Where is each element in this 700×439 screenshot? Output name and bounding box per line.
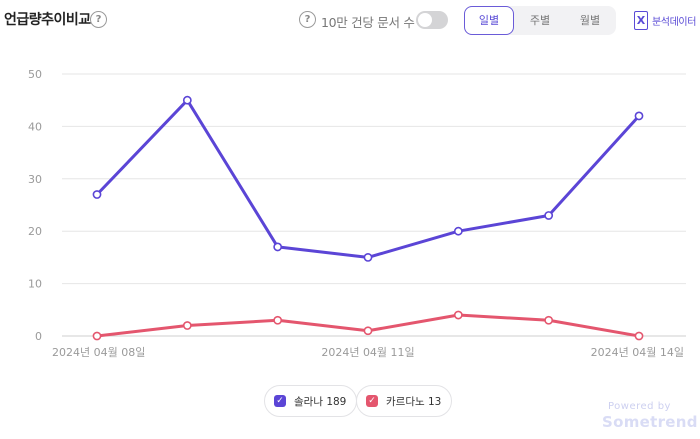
data-point [273, 242, 283, 252]
powered-by-text: Powered by [608, 401, 671, 412]
x-tick-label: 2024년 04월 14일 [591, 345, 684, 359]
y-tick-label: 10 [28, 278, 42, 291]
data-point [544, 315, 554, 325]
y-tick-label: 20 [28, 225, 42, 238]
x-tick-label: 2024년 04월 08일 [52, 345, 145, 359]
period-selector: 일별 주별 월별 [464, 6, 616, 35]
legend-label: 카르다노 13 [386, 395, 442, 408]
data-point [634, 111, 644, 121]
brand-logo: Sometrend [602, 413, 698, 431]
help-icon[interactable]: ? [90, 11, 107, 28]
y-tick-label: 40 [28, 120, 42, 133]
checkbox-checked-icon: ✓ [366, 395, 378, 407]
export-data-button[interactable]: X 분석데이터 [634, 9, 696, 31]
tab-monthly[interactable]: 월별 [579, 14, 601, 27]
data-point [453, 226, 463, 236]
per-100k-label: 10만 건당 문서 수 [321, 15, 415, 30]
export-data-label: 분석데이터 [652, 16, 697, 28]
data-point [453, 310, 463, 320]
excel-icon: X [634, 10, 648, 30]
data-point [92, 331, 102, 341]
x-tick-label: 2024년 04월 11일 [321, 345, 414, 359]
data-point [182, 95, 192, 105]
legend-item-solana[interactable]: ✓ 솔라나 189 [264, 385, 358, 417]
legend-item-cardano[interactable]: ✓ 카르다노 13 [356, 385, 453, 417]
data-point [544, 211, 554, 220]
tab-daily[interactable]: 일별 [464, 6, 514, 35]
help-icon[interactable]: ? [299, 11, 316, 28]
page-title: 언급량추이비교 [4, 12, 91, 28]
toggle-knob [418, 13, 432, 27]
per-100k-toggle[interactable] [416, 11, 448, 29]
tab-weekly[interactable]: 주별 [529, 14, 551, 27]
data-point [92, 190, 102, 199]
data-point [634, 331, 644, 341]
data-point [182, 321, 192, 330]
legend-label: 솔라나 189 [294, 395, 347, 408]
y-tick-label: 30 [28, 173, 42, 186]
data-point [273, 315, 283, 325]
checkbox-checked-icon: ✓ [274, 395, 286, 407]
data-point [363, 252, 373, 262]
data-point [363, 326, 373, 336]
y-tick-label: 50 [28, 68, 42, 81]
y-tick-label: 0 [35, 330, 42, 343]
